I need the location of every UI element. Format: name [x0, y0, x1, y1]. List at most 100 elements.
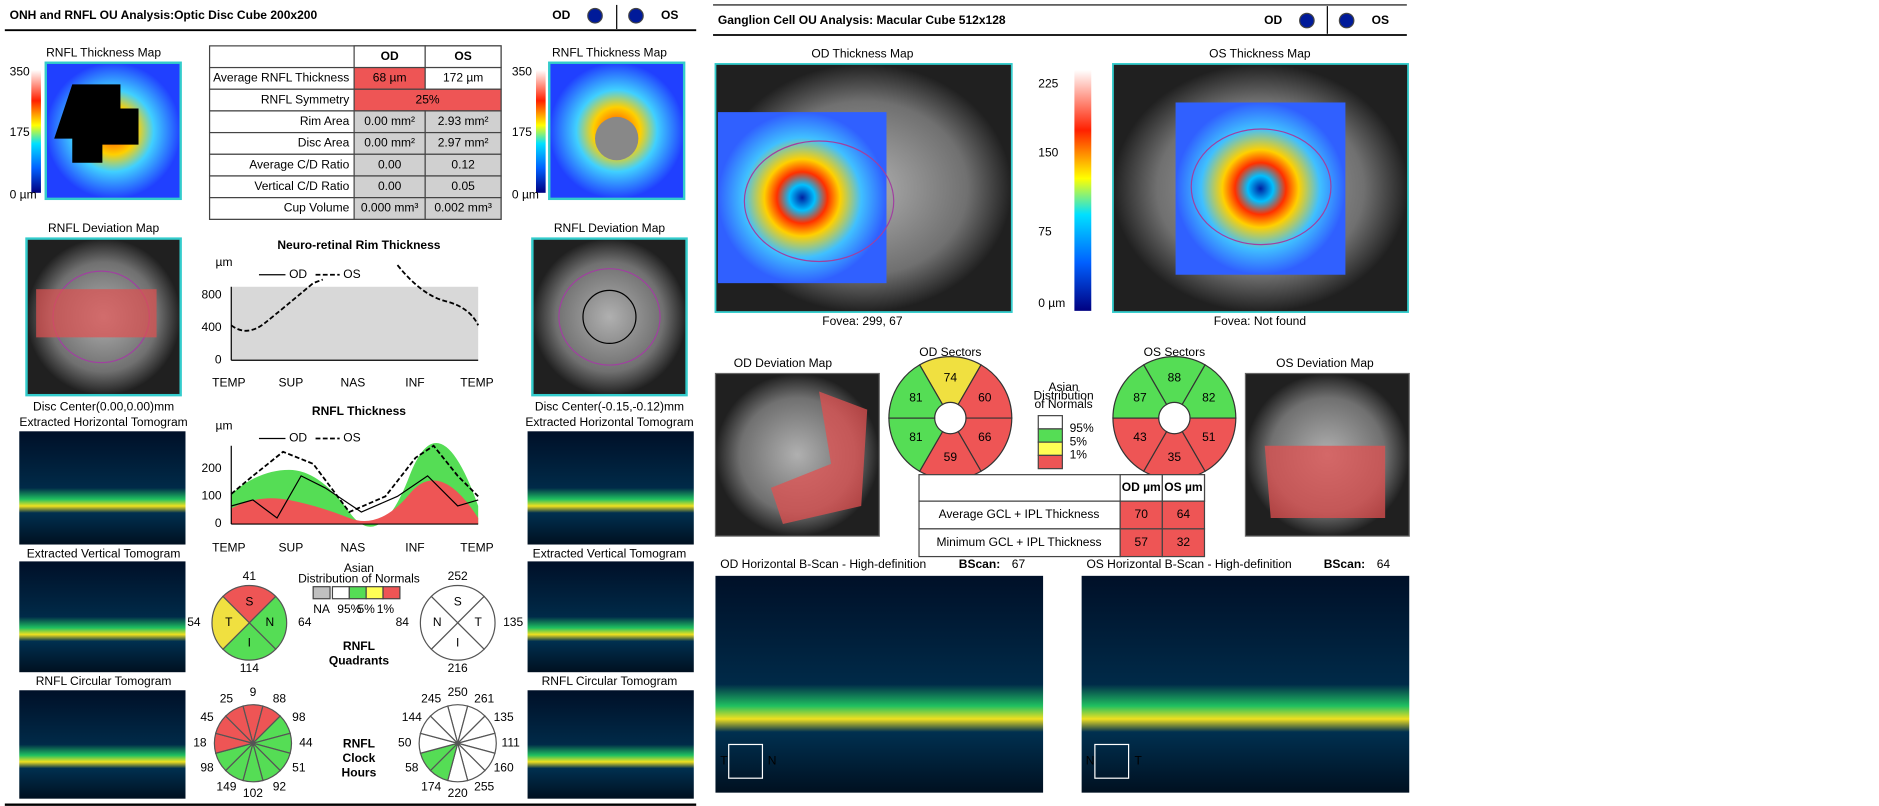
- quadrant-letter: S: [454, 595, 462, 609]
- legend-title: Distribution: [1033, 389, 1093, 403]
- y-tick-label: 800: [202, 287, 222, 301]
- legend-label: OD: [289, 267, 307, 281]
- clock-value: 102: [243, 786, 263, 800]
- sectors-title: OD Sectors: [919, 345, 981, 359]
- legend-label: OS: [343, 267, 360, 281]
- axis-unit: µm: [216, 255, 233, 269]
- quadrant: [430, 621, 485, 661]
- legend-swatch: [365, 586, 384, 600]
- sector-value: 81: [909, 390, 923, 404]
- row-label: Average C/D Ratio: [249, 157, 349, 171]
- legend-label: 1%: [1070, 448, 1088, 462]
- cell-value: 0.00: [378, 157, 402, 171]
- map-title: RNFL Deviation Map: [48, 221, 160, 235]
- legend-swatch: [1037, 428, 1063, 443]
- layout: [4, 4, 1410, 806]
- clock-sector: [429, 705, 459, 746]
- scale-label: 0 µm: [10, 187, 37, 201]
- cell-value: 0.00 mm²: [364, 136, 415, 150]
- eye-label: OS: [1372, 13, 1389, 27]
- quadrant-letter: I: [248, 635, 251, 649]
- quadrant-letter: T: [225, 615, 233, 629]
- y-tick-label: 0: [215, 516, 222, 530]
- sector-value: 59: [944, 450, 958, 464]
- sector: [1142, 356, 1206, 406]
- header-cell: [1119, 474, 1163, 502]
- clock-value: 51: [292, 761, 306, 775]
- x-tick-label: TEMP: [212, 375, 245, 389]
- cell-value: 32: [1177, 535, 1191, 549]
- fovea-label: Fovea: Not found: [1214, 314, 1306, 328]
- x-tick-label: SUP: [279, 540, 304, 554]
- map-title: RNFL Thickness Map: [552, 45, 667, 59]
- cell-value: 70: [1135, 507, 1149, 521]
- scale-label: 0 µm: [512, 187, 539, 201]
- legend-swatch: [382, 586, 401, 600]
- quadrant-value: 64: [298, 615, 312, 629]
- bscan-key: BScan:: [959, 557, 1000, 571]
- legend-label: OS: [343, 431, 360, 445]
- clock-label: RNFL: [343, 737, 375, 751]
- legend-title: Asian: [1049, 380, 1079, 394]
- cell-value: 0.00: [378, 179, 402, 193]
- legend-label: 95%: [1070, 421, 1094, 435]
- y-tick-label: 0: [215, 352, 222, 366]
- sector: [918, 356, 982, 406]
- sector: [1112, 417, 1168, 473]
- x-tick-label: INF: [405, 540, 424, 554]
- sector: [1181, 417, 1237, 473]
- quadrant-value: 84: [396, 615, 410, 629]
- row-label: Average GCL + IPL Thickness: [939, 507, 1100, 521]
- cell: [1161, 528, 1206, 558]
- table-header: OS: [454, 49, 471, 63]
- clock-value: 44: [299, 735, 313, 749]
- clock-value: 88: [273, 692, 287, 706]
- sector: [957, 364, 1013, 419]
- y-tick-label: 100: [202, 489, 222, 503]
- cell: [1119, 528, 1163, 558]
- quadrant-value: 252: [448, 569, 468, 583]
- x-tick-label: INF: [405, 375, 424, 389]
- clock-value: 245: [421, 692, 441, 706]
- row-label: Disc Area: [298, 136, 350, 150]
- map-title: OD Deviation Map: [734, 356, 833, 370]
- sector: [1181, 364, 1237, 419]
- clock-label: Clock: [343, 751, 376, 765]
- legend-label: 5%: [357, 602, 375, 616]
- orientation: N: [768, 754, 777, 768]
- clock-value: 58: [405, 761, 419, 775]
- clock-value: 255: [474, 779, 494, 793]
- clock-value: 18: [193, 735, 207, 749]
- cell-value: 0.002 mm³: [434, 201, 492, 215]
- legend-label: NA: [313, 602, 330, 616]
- clock-value: 9: [250, 685, 257, 699]
- clock-value: 98: [200, 761, 214, 775]
- table-header: OD µm: [1122, 480, 1161, 494]
- quadrant-value: 216: [448, 661, 468, 675]
- header-cell: [1161, 474, 1206, 502]
- quadrant-letter: T: [475, 615, 483, 629]
- axis-unit: µm: [216, 419, 233, 433]
- row-label: Average RNFL Thickness: [213, 71, 349, 85]
- x-tick-label: NAS: [341, 375, 366, 389]
- cell-value: 0.05: [451, 179, 475, 193]
- orientation: T: [1135, 754, 1143, 768]
- cell-value: 57: [1135, 535, 1149, 549]
- quadrant: [222, 621, 277, 661]
- scale-label: 175: [512, 125, 532, 139]
- orientation: T: [720, 754, 728, 768]
- scale-label: 75: [1038, 225, 1052, 239]
- quadrant: [419, 595, 459, 651]
- sector-value: 88: [1168, 370, 1182, 384]
- map-title: OS Thickness Map: [1209, 46, 1311, 60]
- tomogram-title: Extracted Horizontal Tomogram: [19, 415, 187, 429]
- bscan-value: 67: [1012, 557, 1026, 571]
- cell-value: 0.00 mm²: [364, 114, 415, 128]
- legend-label: 1%: [377, 602, 395, 616]
- legend-title: of Normals: [1034, 397, 1092, 411]
- quadrant: [211, 595, 251, 651]
- x-tick-label: TEMP: [460, 375, 493, 389]
- cell-value: 2.93 mm²: [438, 114, 489, 128]
- scale-label: 175: [10, 125, 30, 139]
